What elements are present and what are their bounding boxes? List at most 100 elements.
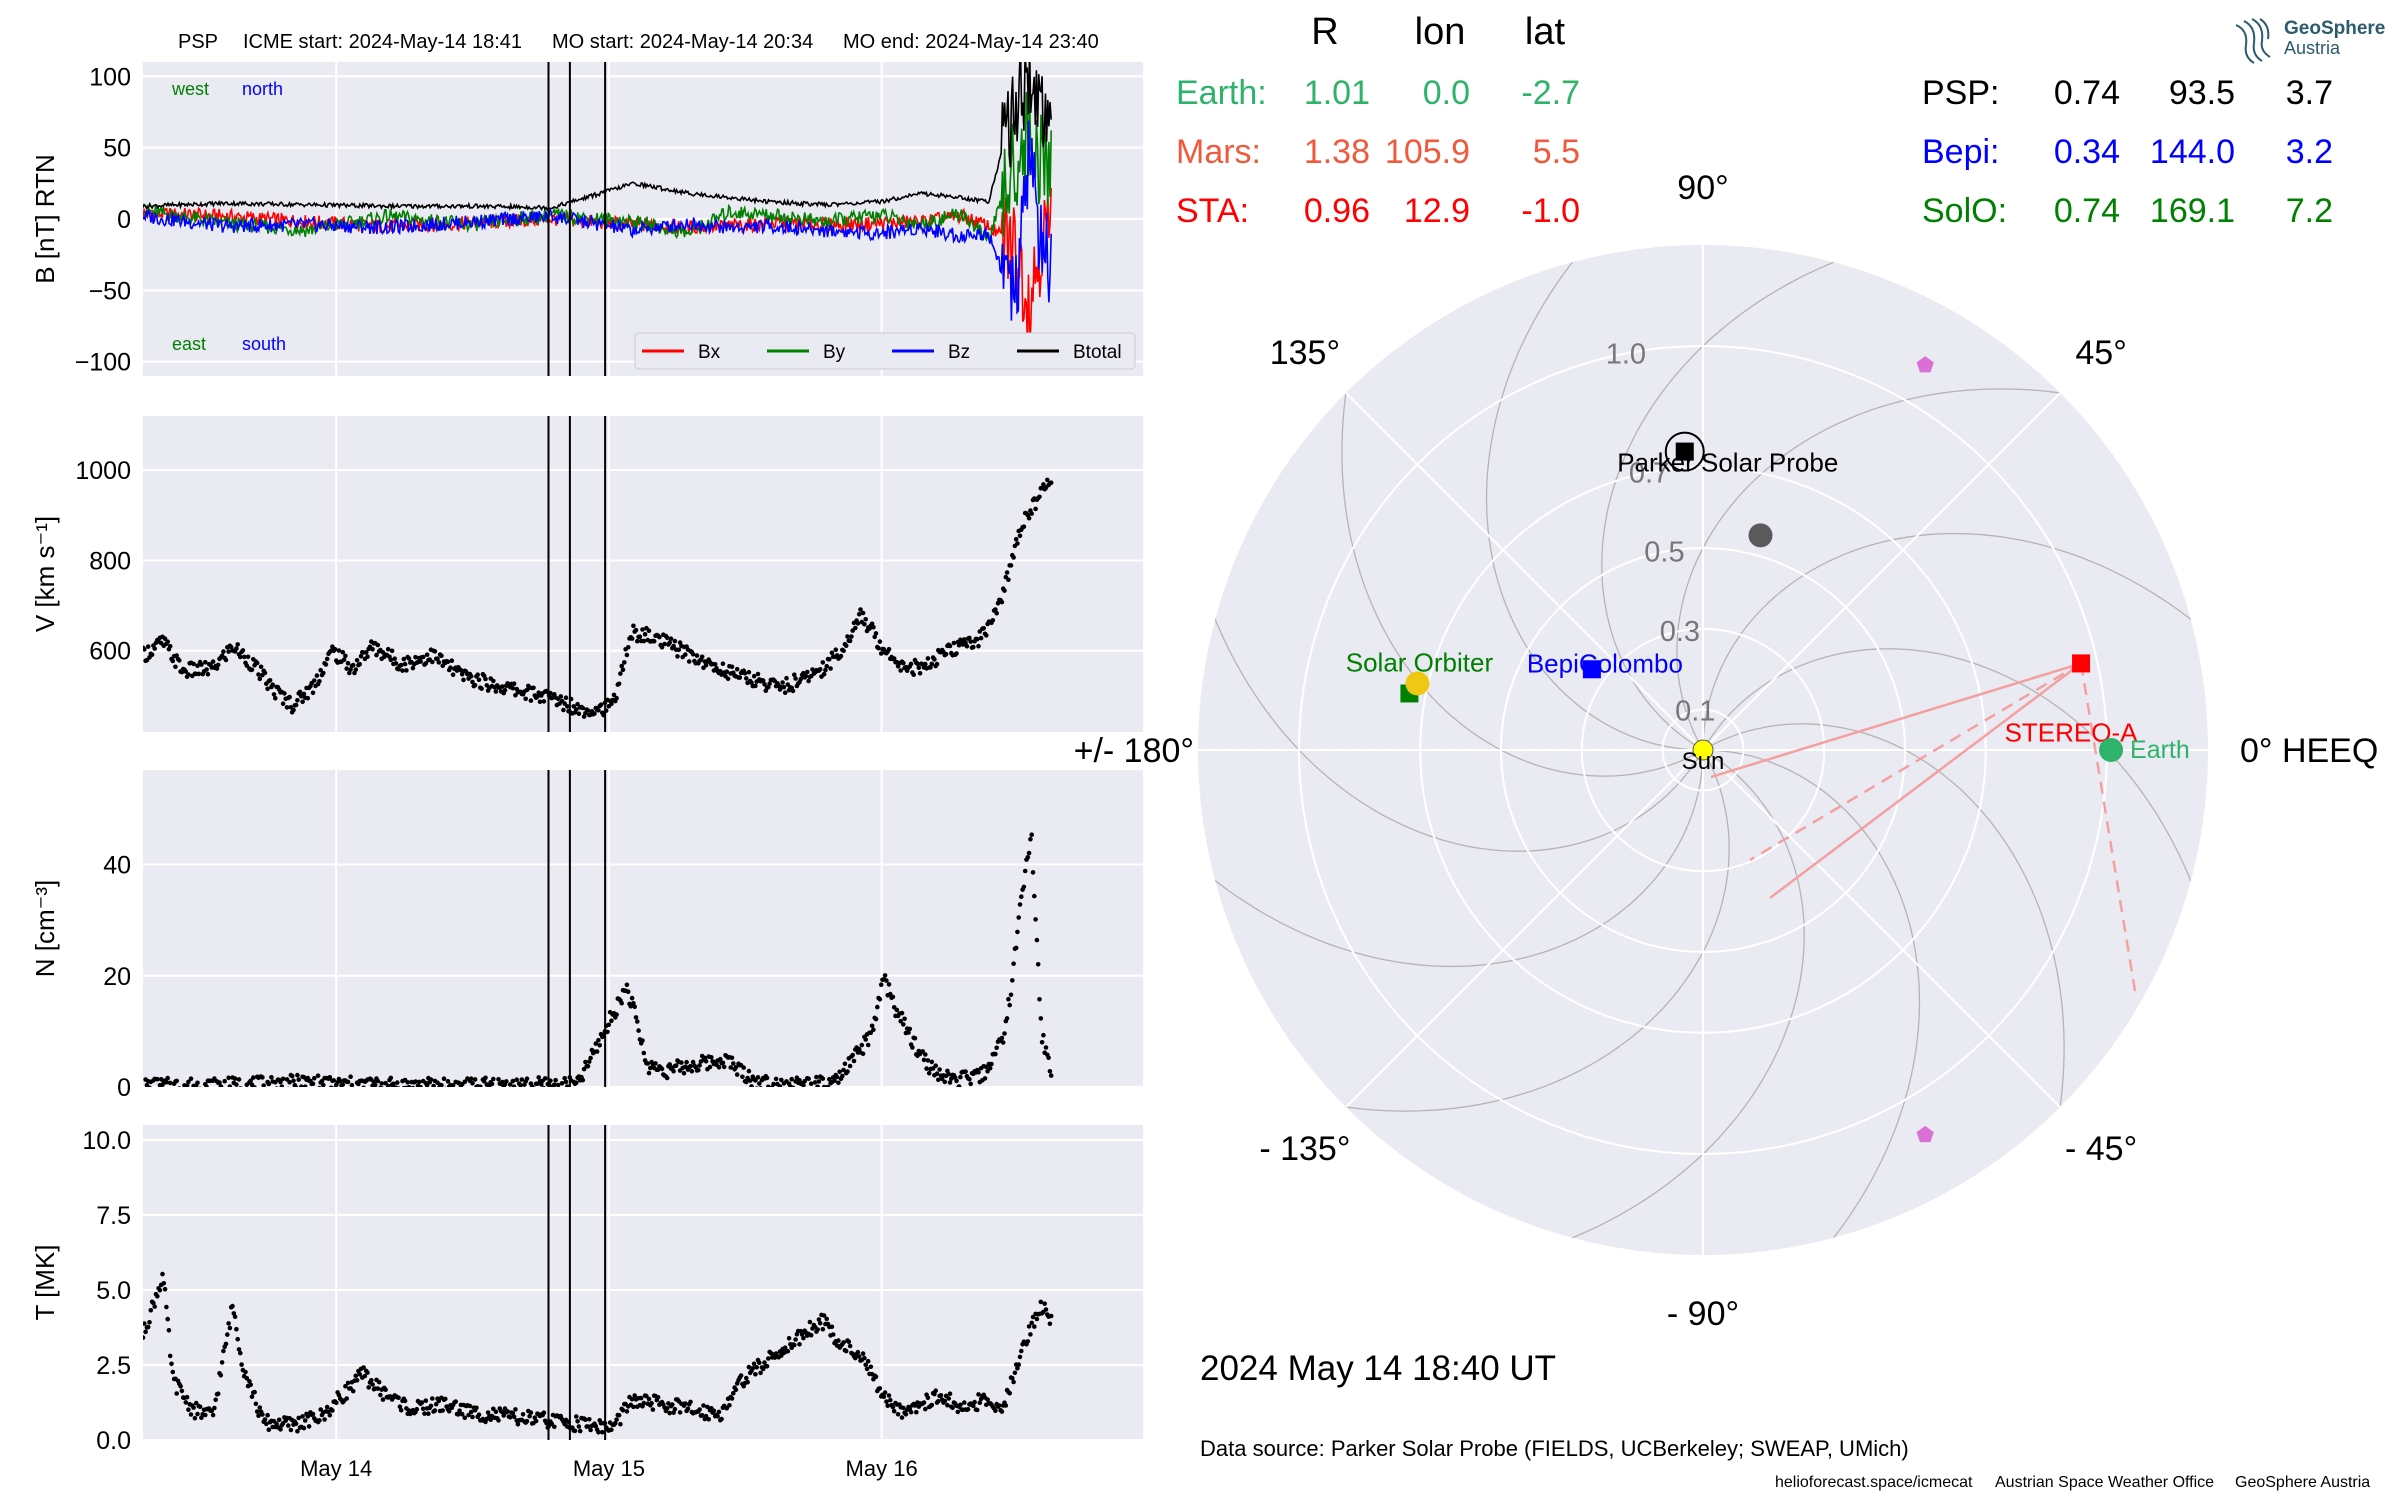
y-tick-label: 10.0 xyxy=(82,1127,131,1155)
data-point xyxy=(450,1083,456,1087)
data-point xyxy=(629,995,635,1001)
data-point xyxy=(926,1070,932,1076)
data-point xyxy=(659,644,665,650)
data-point xyxy=(742,671,748,676)
data-point xyxy=(253,1401,259,1407)
label-sun: Sun xyxy=(1682,748,1725,775)
data-point xyxy=(188,1412,194,1417)
data-point xyxy=(929,661,935,667)
data-point xyxy=(152,646,157,651)
data-point xyxy=(841,1067,846,1073)
data-point xyxy=(580,1077,586,1083)
data-point xyxy=(971,1403,976,1409)
data-point xyxy=(505,1091,510,1096)
data-point xyxy=(344,666,350,671)
data-point xyxy=(165,1075,170,1081)
data-point xyxy=(440,1408,446,1413)
data-point xyxy=(1004,570,1010,575)
data-point xyxy=(976,1392,981,1397)
data-point xyxy=(817,667,823,672)
data-point xyxy=(445,659,451,665)
data-point xyxy=(426,1411,431,1416)
data-point xyxy=(868,1030,874,1035)
data-point xyxy=(215,662,221,668)
geosphere-logo-name: GeoSphere xyxy=(2284,18,2385,39)
y-tick-label: 0 xyxy=(117,1074,131,1102)
data-point xyxy=(1026,515,1032,521)
data-point xyxy=(234,1082,239,1087)
data-point xyxy=(330,1408,335,1413)
data-point xyxy=(470,1080,475,1086)
y-axis-label: T [MK] xyxy=(30,1244,60,1320)
data-point xyxy=(226,1075,231,1081)
row-name: STA: xyxy=(1176,192,1249,230)
data-point xyxy=(836,1080,841,1086)
data-point xyxy=(810,1087,815,1092)
data-point xyxy=(588,1427,593,1433)
data-point xyxy=(468,1409,474,1415)
annotation-east: east xyxy=(172,334,206,354)
data-point xyxy=(600,1429,605,1435)
data-point xyxy=(981,626,986,631)
data-point xyxy=(882,973,888,978)
data-point xyxy=(479,1088,484,1093)
data-point xyxy=(188,1086,191,1087)
data-point xyxy=(528,698,534,703)
data-point xyxy=(716,1065,722,1070)
data-point xyxy=(611,692,617,698)
data-point xyxy=(850,1052,855,1058)
angle-label: - 90° xyxy=(1667,1295,1739,1333)
data-point xyxy=(420,654,426,660)
data-point xyxy=(286,1423,291,1428)
data-point xyxy=(721,1064,727,1070)
data-point xyxy=(354,1378,360,1383)
data-point xyxy=(312,678,317,683)
data-point xyxy=(938,1393,944,1398)
data-point xyxy=(934,1071,940,1076)
data-point xyxy=(1012,1370,1018,1376)
data-point xyxy=(762,1360,767,1365)
data-point xyxy=(745,1379,750,1385)
data-point xyxy=(559,1081,565,1086)
data-point xyxy=(276,1417,282,1423)
y-tick-label: −100 xyxy=(75,349,131,377)
data-point xyxy=(388,657,394,663)
data-point xyxy=(310,1411,316,1417)
data-point xyxy=(358,653,364,659)
data-point xyxy=(976,1069,981,1075)
data-point xyxy=(642,632,648,637)
data-point xyxy=(157,1287,163,1293)
data-point xyxy=(374,652,379,658)
data-point xyxy=(492,1089,497,1094)
data-point xyxy=(432,1408,438,1413)
data-point xyxy=(873,631,879,636)
data-point xyxy=(268,1089,273,1094)
data-point xyxy=(354,658,360,663)
data-point xyxy=(882,1390,888,1395)
data-point xyxy=(317,679,322,684)
data-point xyxy=(468,1076,474,1081)
data-point xyxy=(757,1360,762,1365)
data-point xyxy=(1007,1390,1012,1396)
data-point xyxy=(295,1072,300,1078)
data-point xyxy=(895,1412,901,1417)
data-point xyxy=(558,694,564,699)
data-point xyxy=(280,701,286,706)
data-point xyxy=(516,1088,521,1093)
data-point xyxy=(470,679,475,685)
data-point xyxy=(808,1081,814,1086)
data-point xyxy=(365,1370,370,1375)
data-point xyxy=(355,1086,357,1087)
data-point xyxy=(746,669,752,675)
panel-data xyxy=(143,1271,1054,1435)
data-point xyxy=(898,1018,903,1024)
data-point xyxy=(1004,1016,1010,1021)
marker-marker xyxy=(1916,356,1934,373)
data-point xyxy=(853,1355,858,1361)
data-point xyxy=(843,1348,849,1354)
data-point xyxy=(472,1091,477,1096)
header-spacecraft: PSP xyxy=(178,31,218,53)
data-point xyxy=(165,1316,170,1322)
data-point xyxy=(170,1369,176,1375)
data-point xyxy=(507,1415,513,1420)
